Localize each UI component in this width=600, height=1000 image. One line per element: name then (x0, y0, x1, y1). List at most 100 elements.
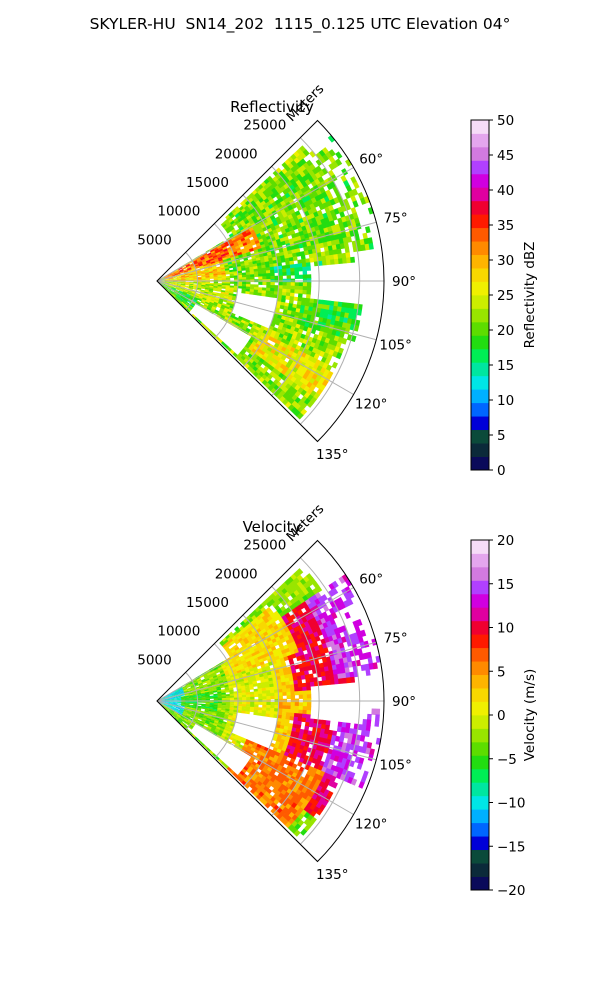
reflectivity-bin (253, 286, 259, 291)
reflectivity-bin (237, 241, 243, 246)
reflectivity-colorbar-swatch (471, 443, 489, 457)
velocity-bin (207, 683, 212, 687)
reflectivity-bin (326, 353, 333, 361)
velocity-bin (302, 706, 308, 711)
velocity-bin (200, 689, 205, 693)
reflectivity-bin (164, 275, 169, 278)
velocity-bin (298, 663, 304, 669)
reflectivity-bin (315, 229, 322, 236)
reflectivity-bin (199, 254, 204, 259)
reflectivity-bin (249, 336, 256, 342)
velocity-bin (306, 686, 311, 691)
reflectivity-bin (180, 284, 186, 286)
velocity-bin (217, 693, 222, 696)
reflectivity-bin (331, 310, 338, 317)
reflectivity-bin (253, 289, 259, 293)
reflectivity-bin (169, 282, 174, 283)
velocity-bin (203, 674, 209, 678)
reflectivity-bin (203, 265, 208, 268)
velocity-bin (236, 683, 242, 688)
velocity-bin (192, 678, 197, 683)
reflectivity-bin (198, 297, 203, 301)
reflectivity-bin (176, 295, 181, 299)
velocity-bin (178, 686, 183, 690)
reflectivity-bin (300, 251, 306, 257)
reflectivity-bin (236, 263, 242, 268)
velocity-bin (363, 640, 370, 648)
reflectivity-bin (220, 253, 226, 258)
velocity-bin (246, 701, 251, 705)
reflectivity-bin (167, 286, 173, 289)
reflectivity-bin (261, 264, 266, 269)
reflectivity-colorbar-tick-label: 30 (497, 253, 514, 269)
velocity-bin (172, 697, 178, 699)
reflectivity-bin (246, 341, 252, 347)
velocity-bin (164, 696, 169, 699)
reflectivity-bin (337, 321, 344, 328)
velocity-bin (334, 658, 341, 666)
reflectivity-bin (233, 281, 239, 285)
reflectivity-bin (217, 246, 223, 251)
reflectivity-bin (327, 226, 333, 233)
reflectivity-bin (202, 262, 208, 266)
velocity-bin (184, 691, 189, 694)
reflectivity-bin (239, 235, 245, 240)
velocity-bin (279, 671, 285, 677)
reflectivity-bin (198, 262, 203, 266)
velocity-bin (301, 645, 307, 652)
reflectivity-colorbar-swatch (471, 375, 489, 390)
reflectivity-bin (173, 282, 178, 284)
reflectivity-bin (192, 258, 197, 263)
velocity-bin (365, 669, 371, 676)
reflectivity-bin (190, 264, 195, 268)
reflectivity-bin (228, 224, 234, 230)
velocity-bin (205, 694, 210, 697)
reflectivity-bin (235, 245, 241, 250)
reflectivity-bin (187, 291, 192, 294)
reflectivity-bin (286, 246, 292, 252)
velocity-bin (201, 701, 206, 703)
velocity-bin (335, 632, 342, 640)
velocity-bin (231, 666, 237, 671)
reflectivity-bin (308, 302, 314, 308)
reflectivity-bin (302, 313, 308, 319)
velocity-bin (366, 651, 372, 659)
velocity-bin (231, 635, 237, 641)
reflectivity-bin (212, 253, 217, 257)
velocity-bin (238, 701, 243, 705)
reflectivity-bin (201, 300, 206, 304)
reflectivity-bin (169, 281, 174, 283)
velocity-bin (302, 702, 308, 707)
reflectivity-bin (297, 297, 303, 302)
velocity-bin (269, 713, 275, 718)
velocity-bin (188, 692, 194, 695)
reflectivity-bin (220, 314, 226, 319)
reflectivity-bin (218, 311, 223, 315)
reflectivity-bin (314, 243, 321, 250)
velocity-bin (306, 694, 312, 699)
reflectivity-colorbar-swatch (471, 241, 489, 256)
reflectivity-bin (302, 274, 308, 279)
reflectivity-bin (231, 222, 237, 228)
reflectivity-bin (174, 296, 179, 301)
reflectivity-bin (212, 303, 218, 307)
velocity-bin (356, 762, 363, 770)
velocity-bin (209, 678, 215, 682)
figure-title: SKYLER-HU SN14_202 1115_0.125 UTC Elevat… (89, 15, 511, 33)
reflectivity-bin (315, 381, 323, 389)
reflectivity-bin (328, 305, 334, 311)
velocity-bin (341, 588, 349, 596)
reflectivity-bin (221, 270, 226, 274)
velocity-bin (325, 679, 331, 686)
velocity-bin (314, 663, 321, 670)
velocity-bin (286, 695, 292, 700)
reflectivity-bin (168, 285, 173, 288)
reflectivity-azimuth-tick-label: 90° (392, 274, 416, 290)
velocity-bin (169, 699, 174, 701)
reflectivity-bin (252, 234, 258, 240)
velocity-bin (174, 689, 180, 692)
reflectivity-bin (188, 260, 194, 264)
reflectivity-bin (241, 239, 247, 245)
reflectivity-bin (233, 277, 239, 280)
reflectivity-bin (197, 277, 202, 280)
